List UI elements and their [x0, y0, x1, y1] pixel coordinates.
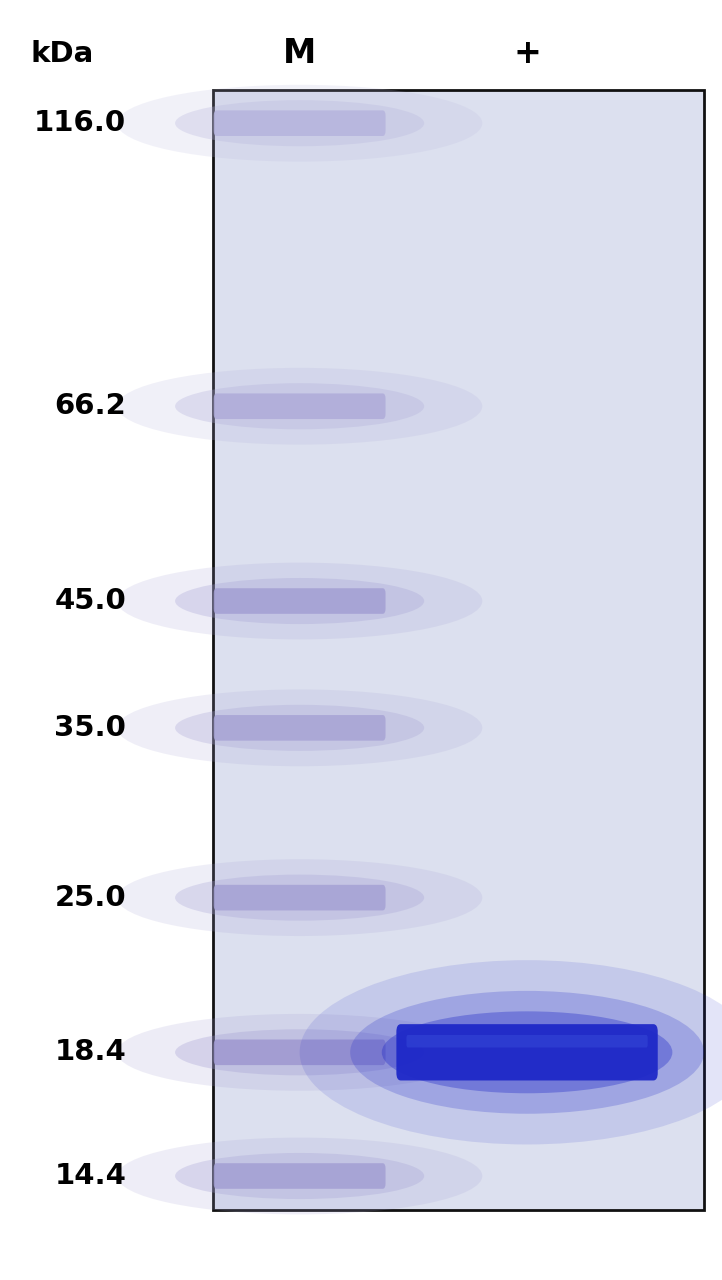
- Ellipse shape: [117, 84, 482, 161]
- Text: kDa: kDa: [30, 40, 94, 68]
- Ellipse shape: [175, 579, 425, 625]
- Ellipse shape: [175, 1029, 425, 1075]
- FancyBboxPatch shape: [214, 716, 386, 741]
- Ellipse shape: [117, 1138, 482, 1215]
- Ellipse shape: [175, 383, 425, 429]
- Ellipse shape: [175, 874, 425, 920]
- FancyBboxPatch shape: [214, 589, 386, 614]
- Ellipse shape: [175, 100, 425, 146]
- Ellipse shape: [350, 991, 704, 1114]
- Ellipse shape: [117, 1014, 482, 1091]
- Text: 14.4: 14.4: [54, 1162, 126, 1190]
- Ellipse shape: [117, 367, 482, 444]
- FancyBboxPatch shape: [396, 1024, 658, 1080]
- Text: 25.0: 25.0: [55, 883, 126, 911]
- FancyBboxPatch shape: [214, 110, 386, 136]
- Ellipse shape: [300, 960, 722, 1144]
- Text: 35.0: 35.0: [54, 714, 126, 742]
- Ellipse shape: [175, 1153, 425, 1199]
- FancyBboxPatch shape: [214, 1039, 386, 1065]
- Text: 18.4: 18.4: [55, 1038, 126, 1066]
- FancyBboxPatch shape: [214, 393, 386, 419]
- Ellipse shape: [117, 563, 482, 640]
- Ellipse shape: [117, 690, 482, 767]
- Ellipse shape: [117, 859, 482, 936]
- FancyBboxPatch shape: [214, 884, 386, 910]
- Text: 45.0: 45.0: [55, 588, 126, 614]
- Ellipse shape: [382, 1011, 672, 1093]
- Text: 116.0: 116.0: [34, 109, 126, 137]
- FancyBboxPatch shape: [214, 1164, 386, 1189]
- Text: M: M: [283, 37, 316, 70]
- FancyBboxPatch shape: [406, 1036, 648, 1047]
- FancyBboxPatch shape: [213, 90, 704, 1210]
- Text: +: +: [513, 37, 541, 70]
- Text: 66.2: 66.2: [55, 392, 126, 420]
- Ellipse shape: [175, 705, 425, 751]
